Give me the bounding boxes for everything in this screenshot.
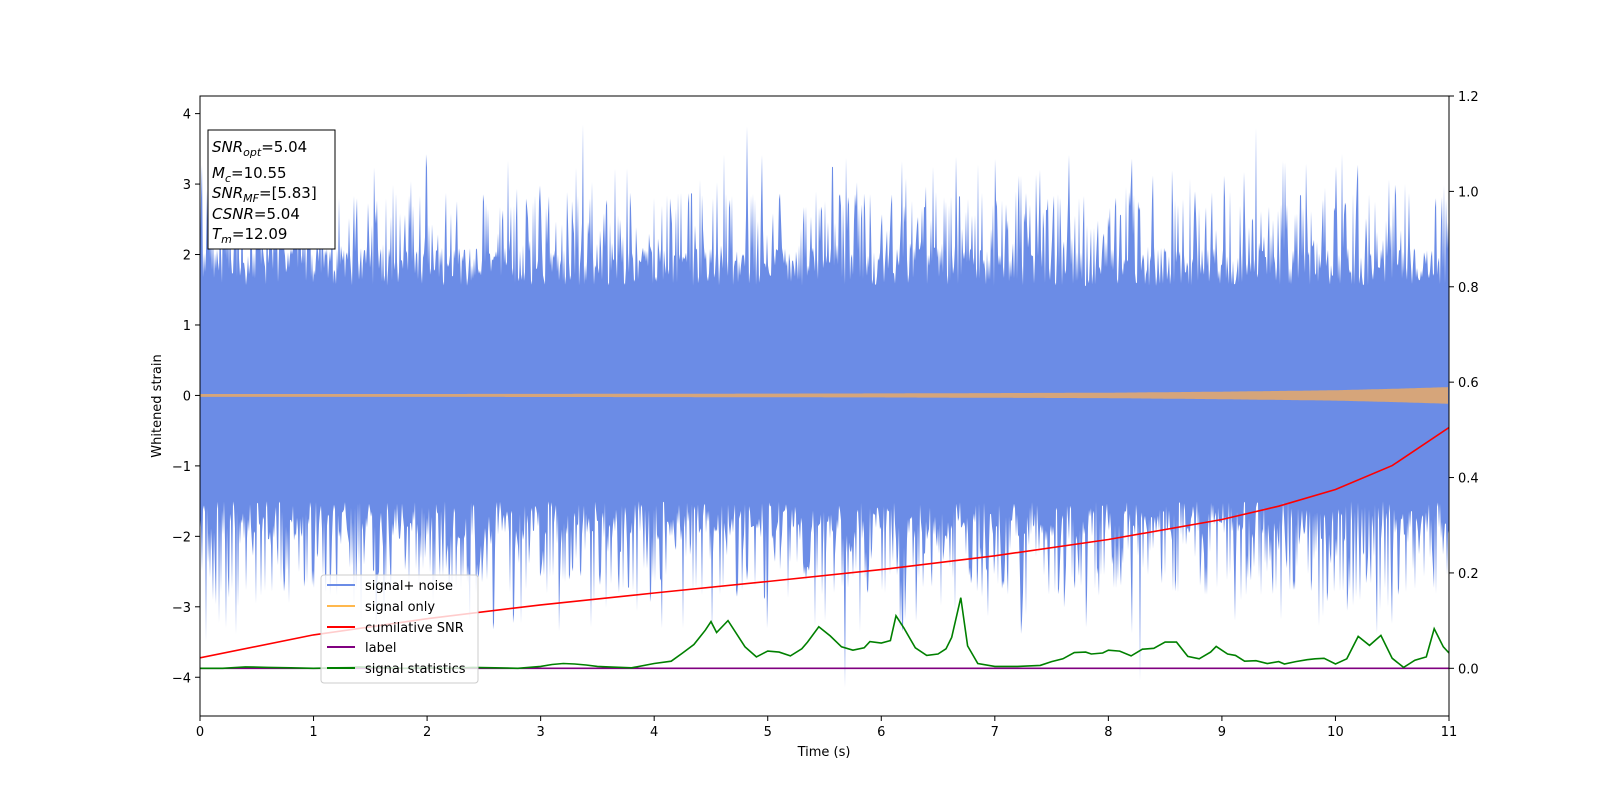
stats-annotation-box: SNRopt=5.04 Mc=10.55 SNRMF=[5.83] CSNR=5… <box>207 129 336 250</box>
y2-tick-label: 0.2 <box>1458 567 1479 582</box>
y-tick-label: −3 <box>172 601 191 616</box>
x-tick-label: 3 <box>536 725 544 740</box>
legend: signal+ noise signal only cumilative SNR… <box>320 574 479 684</box>
annotation-csnr: CSNR=5.04 <box>212 205 300 223</box>
x-tick-label: 0 <box>196 725 204 740</box>
x-tick-label: 6 <box>877 725 885 740</box>
legend-label-signal-noise: signal+ noise <box>365 579 453 594</box>
y-tick-label: 2 <box>183 249 191 264</box>
legend-label-signal-only: signal only <box>365 600 435 615</box>
annotation-tm: Tm=12.09 <box>212 225 287 246</box>
x-tick-label: 2 <box>423 725 431 740</box>
x-tick-label: 7 <box>991 725 999 740</box>
x-tick-label: 11 <box>1441 725 1458 740</box>
x-axis-ticks: 0 1 2 3 4 5 6 7 8 9 10 11 <box>196 716 1457 740</box>
legend-label-cumulative-snr: cumilative SNR <box>365 621 464 636</box>
legend-label-label: label <box>365 641 396 656</box>
y-tick-label: −4 <box>172 671 191 686</box>
y2-tick-label: 0.0 <box>1458 662 1479 677</box>
y-tick-label: 0 <box>183 389 191 404</box>
x-tick-label: 8 <box>1104 725 1112 740</box>
series-signal-noise <box>200 124 1449 688</box>
series-signal-only <box>200 387 1448 404</box>
y-tick-label: 1 <box>183 319 191 334</box>
x-tick-label: 4 <box>650 725 658 740</box>
y2-tick-label: 0.6 <box>1458 376 1479 391</box>
y-tick-label: −2 <box>172 530 191 545</box>
y-tick-label: 3 <box>183 178 191 193</box>
y-tick-label: 4 <box>183 108 191 123</box>
y2-tick-label: 1.0 <box>1458 185 1479 200</box>
y2-axis-ticks: 1.2 1.0 0.8 0.6 0.4 0.2 0.0 <box>1449 90 1479 677</box>
series-signal-statistics <box>200 597 1449 670</box>
y-tick-label: −1 <box>172 460 191 475</box>
x-axis-label: Time (s) <box>797 745 851 760</box>
x-tick-label: 1 <box>309 725 317 740</box>
x-tick-label: 5 <box>764 725 772 740</box>
y2-tick-label: 0.4 <box>1458 472 1479 487</box>
plot-frame <box>199 95 1450 717</box>
x-tick-label: 9 <box>1218 725 1226 740</box>
annotation-snr-mf: SNRMF=[5.83] <box>212 184 317 205</box>
annotation-mc: Mc=10.55 <box>212 164 287 185</box>
y2-tick-label: 0.8 <box>1458 281 1479 296</box>
y-axis-label: Whitened strain <box>150 354 165 457</box>
y2-tick-label: 1.2 <box>1458 90 1479 105</box>
x-tick-label: 10 <box>1327 725 1344 740</box>
legend-label-signal-statistics: signal statistics <box>365 662 466 677</box>
legend-box <box>320 574 479 684</box>
y-axis-ticks: 4 3 2 1 0 −1 −2 −3 −4 <box>172 108 200 686</box>
annotation-snr-opt: SNRopt=5.04 <box>212 138 307 159</box>
